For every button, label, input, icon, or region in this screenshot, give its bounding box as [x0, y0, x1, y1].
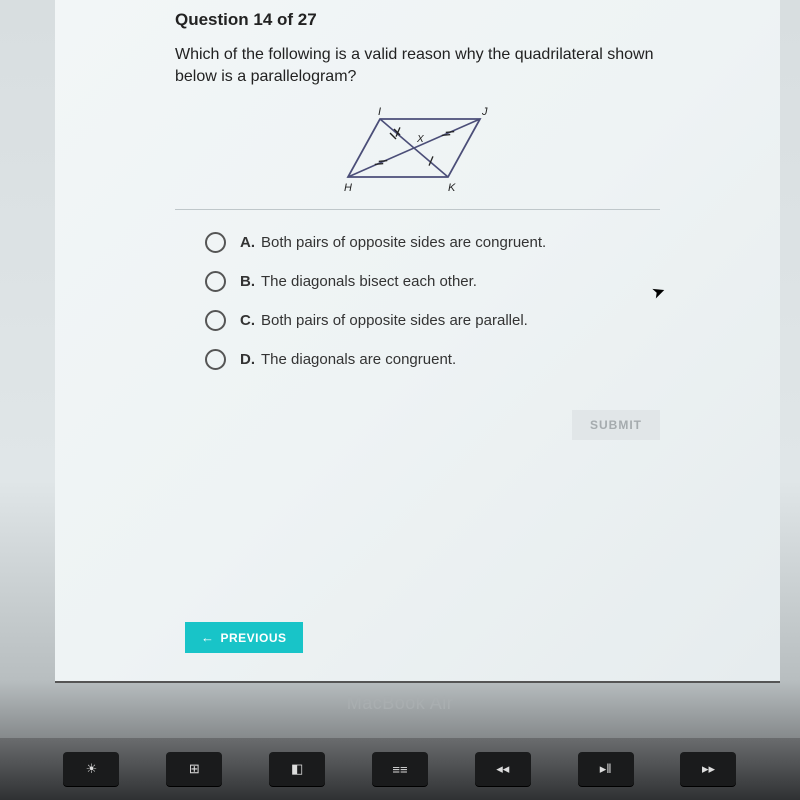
- key-spotlight: ≡≡: [372, 752, 428, 786]
- previous-button[interactable]: ← PREVIOUS: [185, 622, 303, 653]
- option-letter: B.: [240, 273, 255, 290]
- parallelogram-diagram: I J K H X: [318, 105, 518, 197]
- radio-icon: [205, 310, 226, 331]
- section-divider: [175, 209, 660, 210]
- option-text: Both pairs of opposite sides are paralle…: [261, 312, 528, 329]
- option-d[interactable]: D. The diagonals are congruent.: [205, 349, 660, 370]
- option-c[interactable]: C. Both pairs of opposite sides are para…: [205, 310, 660, 331]
- option-text: The diagonals are congruent.: [261, 351, 456, 368]
- vertex-label-k: K: [448, 182, 456, 194]
- question-text: Which of the following is a valid reason…: [175, 44, 660, 87]
- option-a[interactable]: A. Both pairs of opposite sides are cong…: [205, 232, 660, 253]
- key-rewind: ◂◂: [475, 752, 531, 786]
- previous-row: ← PREVIOUS: [185, 622, 303, 653]
- vertex-label-h: H: [344, 182, 352, 194]
- figure-container: I J K H X: [175, 105, 660, 197]
- option-b[interactable]: B. The diagonals bisect each other.: [205, 271, 660, 292]
- option-letter: C.: [240, 312, 255, 329]
- arrow-left-icon: ←: [201, 630, 215, 645]
- photo-background: Question 14 of 27 Which of the following…: [0, 0, 800, 800]
- key-launchpad: ◧: [269, 752, 325, 786]
- center-label-x: X: [416, 134, 424, 145]
- question-header: Question 14 of 27: [175, 10, 660, 30]
- submit-button[interactable]: SUBMIT: [572, 410, 660, 440]
- key-brightness: ☀: [63, 752, 119, 786]
- laptop-brand-label: MacBook Air: [0, 693, 800, 714]
- vertex-label-j: J: [481, 106, 488, 118]
- submit-row: SUBMIT: [175, 410, 660, 440]
- quiz-screen: Question 14 of 27 Which of the following…: [55, 0, 780, 683]
- option-text: Both pairs of opposite sides are congrue…: [261, 234, 546, 251]
- radio-icon: [205, 232, 226, 253]
- radio-icon: [205, 271, 226, 292]
- content-area: Question 14 of 27 Which of the following…: [55, 0, 780, 450]
- option-letter: A.: [240, 234, 255, 251]
- option-text: The diagonals bisect each other.: [261, 273, 477, 290]
- key-mission: ⊞: [166, 752, 222, 786]
- radio-icon: [205, 349, 226, 370]
- option-letter: D.: [240, 351, 255, 368]
- key-playpause: ▸‖: [578, 752, 634, 786]
- key-forward: ▸▸: [680, 752, 736, 786]
- options-list: A. Both pairs of opposite sides are cong…: [205, 232, 660, 370]
- vertex-label-i: I: [378, 106, 381, 118]
- previous-label: PREVIOUS: [221, 631, 287, 645]
- keyboard-row: ☀ ⊞ ◧ ≡≡ ◂◂ ▸‖ ▸▸: [0, 738, 800, 800]
